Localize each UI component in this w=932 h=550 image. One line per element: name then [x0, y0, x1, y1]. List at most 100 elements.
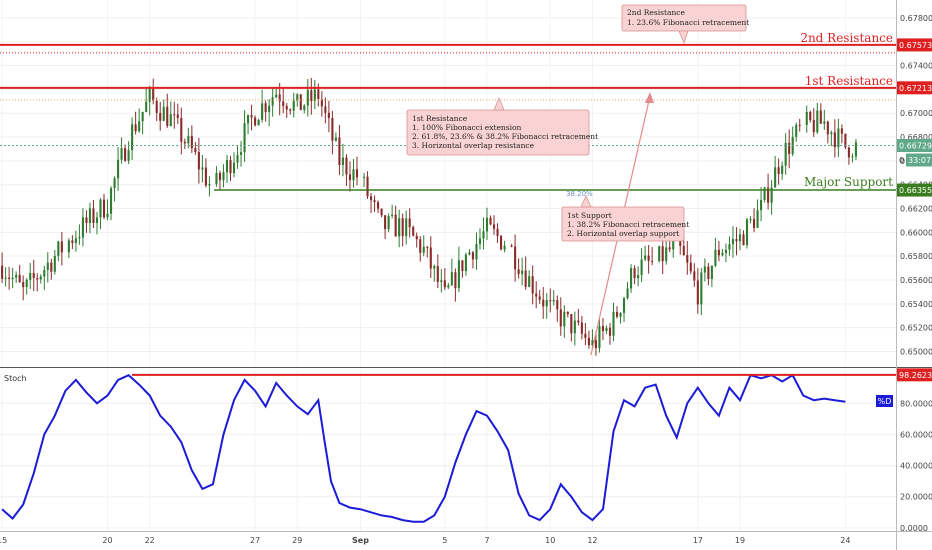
candle-body	[710, 265, 713, 279]
candle-body	[120, 148, 123, 160]
candle-body	[285, 106, 288, 110]
candle-body	[531, 276, 534, 294]
candle-body	[426, 246, 429, 248]
candle-body	[563, 311, 566, 327]
candle-body	[731, 239, 735, 245]
candle-body	[18, 274, 21, 283]
candle-body	[387, 215, 390, 230]
stochastic-tick-label: 60.0000	[900, 430, 932, 439]
candle-body	[152, 88, 155, 101]
stochastic-tick-label: 20.0000	[900, 493, 932, 502]
time-axis[interactable]: 15 20 22 27 29 Sep 5 7 10 12 17 19 24	[0, 531, 932, 546]
candle-body	[686, 255, 689, 263]
candle-body	[524, 270, 527, 287]
time-tick-label: 10	[545, 536, 555, 545]
candle-body	[584, 333, 587, 338]
candle-body	[812, 120, 815, 133]
candle-countdown: 33:07	[908, 156, 931, 165]
first-support-note-box	[561, 206, 685, 242]
candle-body	[60, 241, 63, 253]
candle-body	[672, 239, 675, 250]
candle-body	[1, 265, 4, 279]
candle-body	[412, 227, 415, 236]
candle-body	[145, 101, 148, 112]
stochastic-legend-badge	[876, 395, 893, 407]
time-tick-label: 22	[145, 536, 155, 545]
time-tick-label: Sep	[352, 536, 369, 545]
candle-body	[580, 322, 583, 334]
time-tick-label: 15	[0, 536, 7, 545]
candle-body	[53, 255, 56, 272]
candle-body	[795, 124, 798, 137]
second-resistance-price-tag: 0.67573	[897, 38, 932, 52]
candle-body	[306, 90, 309, 106]
current-price-tag: 0.66729 0 33:07	[897, 138, 932, 167]
candle-body	[88, 208, 92, 223]
candle-body	[549, 300, 552, 302]
candle-body	[521, 270, 524, 275]
candle-body	[57, 241, 60, 256]
candle-body	[840, 128, 843, 134]
first-resistance-note-title: 1st Resistance	[412, 114, 468, 123]
candle-body	[482, 231, 485, 239]
candle-body	[594, 340, 597, 349]
time-tick-label: 7	[484, 536, 489, 545]
stochastic-pane[interactable]: Stoch %D	[0, 369, 896, 531]
candle-body	[601, 326, 605, 332]
price-pane[interactable]: 2nd Resistance 1st Resistance Major Supp…	[0, 0, 896, 367]
price-tick-label: 0.65400	[900, 300, 932, 309]
major-support-price-value: 0.66355	[899, 186, 932, 195]
first-resistance-note-pointer	[493, 96, 505, 111]
annotation-second-resistance[interactable]: 2nd Resistance 1. 23.6% Fibonacci retrac…	[621, 4, 749, 45]
price-tick-label: 0.65000	[900, 348, 932, 357]
stochastic-tick-label: 80.0000	[900, 399, 932, 408]
candle-body	[608, 327, 612, 336]
candle-body	[837, 128, 840, 148]
candle-body	[99, 199, 102, 218]
price-tick-label: 0.65800	[900, 252, 932, 261]
candle-body	[155, 100, 158, 113]
support-resistance-levels: 2nd Resistance 1st Resistance Major Supp…	[0, 31, 896, 198]
candle-body	[138, 121, 141, 132]
second-resistance-note-pointer	[678, 30, 689, 45]
candle-body	[763, 187, 766, 201]
candle-body	[833, 132, 836, 148]
time-tick-label: 19	[735, 536, 745, 545]
candle-body	[717, 249, 720, 256]
candle-body	[461, 260, 464, 272]
candle-body	[665, 247, 668, 262]
candle-body	[647, 255, 650, 261]
time-tick-label: 27	[250, 536, 260, 545]
candle-body	[278, 94, 281, 102]
candle-body	[703, 266, 706, 273]
candle-body	[380, 208, 383, 216]
first-resistance-note-line-3: 3. Horizontal overlap resistance	[412, 141, 535, 150]
major-support-price-tag-box	[897, 183, 932, 197]
price-axis[interactable]: 0.678000.676000.674000.672000.670000.668…	[896, 0, 932, 550]
candle-body	[728, 244, 731, 250]
candle-body	[798, 124, 801, 126]
candle-body	[81, 217, 84, 238]
candle-body	[415, 235, 418, 240]
candle-body	[767, 187, 770, 203]
candle-body	[8, 277, 11, 279]
candle-body	[229, 160, 232, 174]
candle-body	[447, 285, 450, 288]
price-tick-label: 0.67800	[900, 14, 932, 23]
candle-body	[109, 188, 113, 214]
candle-body	[468, 252, 471, 255]
current-price-tag-box	[897, 138, 932, 152]
first-resistance-label: 1st Resistance	[805, 74, 893, 88]
candle-body	[577, 320, 580, 323]
candle-body	[630, 268, 633, 289]
candle-body	[384, 215, 387, 230]
annotation-first-resistance[interactable]: 1st Resistance 1. 100% Fibonacci extensi…	[406, 96, 598, 156]
annotation-first-support[interactable]: 1st Support 1. 38.2% Fibonacci retraceme…	[561, 195, 689, 242]
candle-body	[475, 243, 478, 260]
candle-body	[661, 246, 664, 262]
candle-body	[538, 296, 541, 300]
candle-body	[148, 88, 151, 102]
candle-countdown-box	[906, 153, 932, 167]
candle-body	[71, 240, 74, 243]
